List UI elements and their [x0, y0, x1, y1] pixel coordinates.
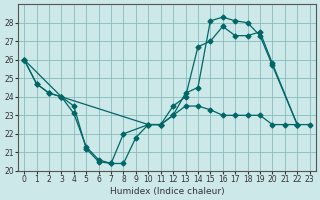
X-axis label: Humidex (Indice chaleur): Humidex (Indice chaleur): [109, 187, 224, 196]
